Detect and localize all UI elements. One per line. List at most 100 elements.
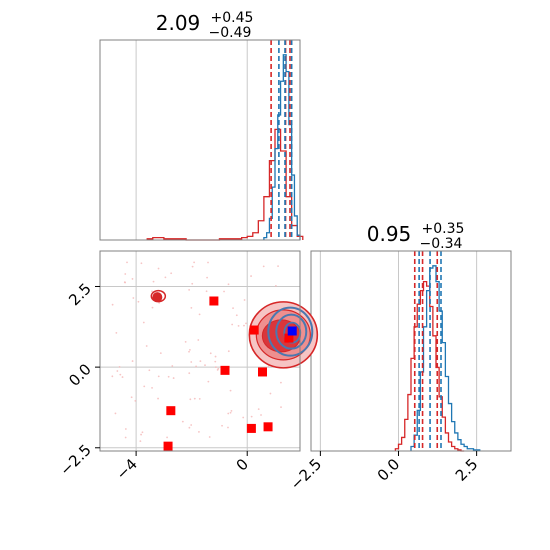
hist-a-title-lower-error: −0.49 (209, 25, 252, 41)
scatter-marker-6 (246, 423, 256, 433)
hist-a-histogram-red (146, 128, 304, 241)
blue-contour-outer (267, 306, 314, 357)
sample-point (191, 265, 194, 268)
scatter-marker-3 (258, 367, 267, 377)
sample-point (151, 386, 153, 389)
sample-point (243, 299, 246, 301)
sample-point (124, 436, 127, 439)
sample-point (124, 428, 127, 430)
outlier-point (152, 292, 163, 303)
sample-point (151, 306, 154, 309)
scatter-xtick-label-0: −4 (113, 455, 141, 483)
hist-b-panel: 0.95 +0.35−0.34 −2.5 0.0 2.5 (287, 221, 512, 494)
sample-point (131, 360, 134, 362)
sample-point (250, 275, 252, 277)
sample-point (164, 276, 167, 279)
scatter-marker-7 (263, 422, 273, 432)
sample-point (166, 436, 168, 439)
sample-point (172, 377, 175, 379)
hist-a-background (100, 40, 300, 240)
sample-point (190, 306, 193, 309)
sample-point (277, 265, 279, 268)
sample-point (159, 352, 162, 355)
sample-point (193, 397, 196, 400)
sample-point (188, 372, 191, 375)
sample-point (216, 368, 219, 371)
sample-point (198, 397, 201, 400)
sample-point (148, 369, 151, 372)
sample-point (223, 290, 225, 293)
sample-point (190, 361, 193, 363)
hist-b-histogram-blue (410, 265, 481, 451)
sample-point (188, 426, 191, 429)
sample-point (116, 370, 119, 372)
sample-point (190, 424, 193, 426)
sample-point (132, 297, 135, 299)
sample-point (260, 414, 262, 416)
scatter-marker-5 (163, 441, 173, 451)
sample-point (139, 440, 142, 443)
sample-point (140, 262, 143, 265)
scatter-marker-4 (166, 406, 176, 416)
sample-point (208, 436, 211, 438)
sample-point (151, 290, 153, 293)
scatter-sample-points (111, 261, 285, 443)
sample-point (243, 324, 245, 327)
sample-point (111, 375, 114, 378)
sample-point (130, 396, 133, 399)
sample-point (280, 406, 282, 409)
sample-point (181, 420, 184, 423)
scatter-marker-8 (284, 333, 294, 343)
hist-b-title: 0.95 (367, 222, 412, 246)
sample-point (126, 261, 128, 264)
sample-point (195, 365, 197, 368)
sample-point (250, 415, 253, 418)
sample-point (188, 350, 190, 353)
sample-point (134, 399, 137, 402)
sample-point (199, 360, 202, 363)
sample-point (230, 409, 233, 412)
sample-point (124, 273, 127, 275)
sample-point (157, 267, 160, 270)
sample-point (235, 314, 238, 317)
truth-marker (287, 326, 297, 336)
sample-point (157, 397, 159, 400)
scatter-marker-1 (249, 325, 259, 335)
hist-a-title-upper-error: +0.45 (211, 10, 254, 26)
sample-point (157, 375, 160, 378)
sample-point (188, 288, 191, 291)
scatter-ytick-label-2: 2.5 (65, 280, 95, 310)
sample-point (170, 272, 173, 275)
sample-point (274, 284, 277, 287)
sample-point (237, 324, 240, 327)
hist-b-title-upper-error: +0.35 (422, 221, 465, 237)
sample-point (193, 261, 196, 264)
sample-point (214, 366, 217, 369)
scatter-frame (99, 250, 301, 452)
hist-a-panel: 2.09 +0.45−0.49 (99, 10, 304, 241)
scatter-marker-2 (220, 365, 230, 375)
sample-point (227, 426, 229, 429)
sample-point (118, 365, 121, 368)
scatter-panel: −4 0 −2.5 0.0 2.5 (56, 250, 319, 483)
sample-point (227, 283, 230, 286)
sample-point (111, 303, 114, 306)
sample-point (231, 323, 234, 326)
sample-point (123, 281, 126, 284)
sample-point (232, 307, 234, 310)
hist-b-xtick-label-0: −2.5 (287, 455, 325, 493)
hist-a-frame (99, 39, 301, 241)
sample-point (227, 412, 230, 415)
sample-point (221, 424, 223, 427)
scatter-xtick-label-1: 0 (233, 455, 252, 474)
hist-a-title: 2.09 (156, 11, 201, 35)
sample-point (242, 416, 245, 419)
sample-point (191, 282, 194, 285)
sample-point (214, 355, 217, 358)
sample-point (257, 408, 260, 410)
sample-point (209, 352, 212, 355)
scatter-marker-0 (209, 296, 219, 306)
sample-point (204, 364, 206, 367)
sample-point (262, 265, 265, 268)
